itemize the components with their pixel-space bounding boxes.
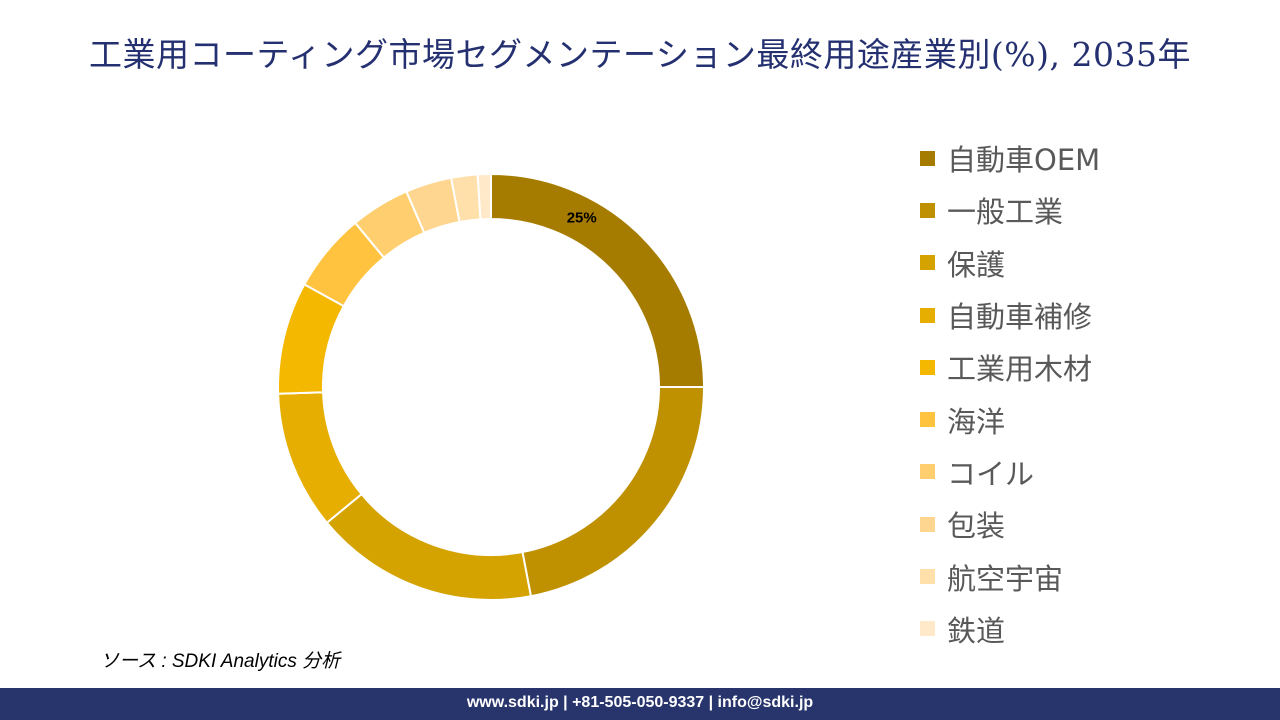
legend-label: 保護 <box>947 247 1006 282</box>
source-note: ソース : SDKI Analytics 分析 <box>100 651 341 672</box>
legend-label: コイル <box>947 456 1035 491</box>
legend-swatch <box>920 150 935 166</box>
legend-swatch <box>920 412 935 428</box>
legend-swatch <box>920 464 935 480</box>
legend-item: 工業用木材 <box>920 341 1100 393</box>
donut-slice-10 <box>476 172 492 221</box>
legend-label: 自動車OEM <box>947 143 1101 178</box>
legend-label: 一般工業 <box>947 195 1064 230</box>
legend-swatch <box>920 202 935 218</box>
legend-label: 自動車補修 <box>947 300 1093 335</box>
chart-title: 工業用コーティング市場セグメンテーション最終用途産業別(%), 2035年 <box>89 35 1191 74</box>
legend-swatch <box>920 516 935 532</box>
legend-swatch <box>920 621 935 637</box>
legend-item: 海洋 <box>920 393 1100 445</box>
donut-slice-1 <box>490 172 706 388</box>
legend-item: 一般工業 <box>920 184 1100 236</box>
footer-contact: www.sdki.jp | +81-505-050-9337 | info@sd… <box>466 694 814 711</box>
legend-label: 航空宇宙 <box>947 561 1064 596</box>
legend-swatch <box>920 359 935 375</box>
legend-label: 包装 <box>947 509 1006 544</box>
donut-slice-2 <box>521 386 706 598</box>
legend-item: 自動車補修 <box>920 289 1100 341</box>
legend-label: 海洋 <box>947 404 1006 439</box>
legend-item: 自動車OEM <box>920 132 1100 184</box>
legend-item: 鉄道 <box>920 603 1100 655</box>
legend-label: 鉄道 <box>947 613 1006 648</box>
footer-bar: www.sdki.jp | +81-505-050-9337 | info@sd… <box>0 688 1280 720</box>
legend-item: 包装 <box>920 498 1100 550</box>
legend-item: コイル <box>920 446 1100 498</box>
legend-swatch <box>920 307 935 323</box>
legend-swatch <box>920 255 935 271</box>
legend-item: 保護 <box>920 237 1100 289</box>
data-label: 25% <box>567 209 597 226</box>
legend-item: 航空宇宙 <box>920 550 1100 602</box>
donut-chart: 25% <box>277 172 706 601</box>
donut-slice-3 <box>325 492 533 601</box>
legend-swatch <box>920 569 935 585</box>
legend: 自動車OEM 一般工業保護自動車補修工業用木材海洋コイル包装航空宇宙鉄道 <box>920 132 1100 655</box>
donut-slice-4 <box>277 391 363 525</box>
legend-label: 工業用木材 <box>947 352 1093 387</box>
